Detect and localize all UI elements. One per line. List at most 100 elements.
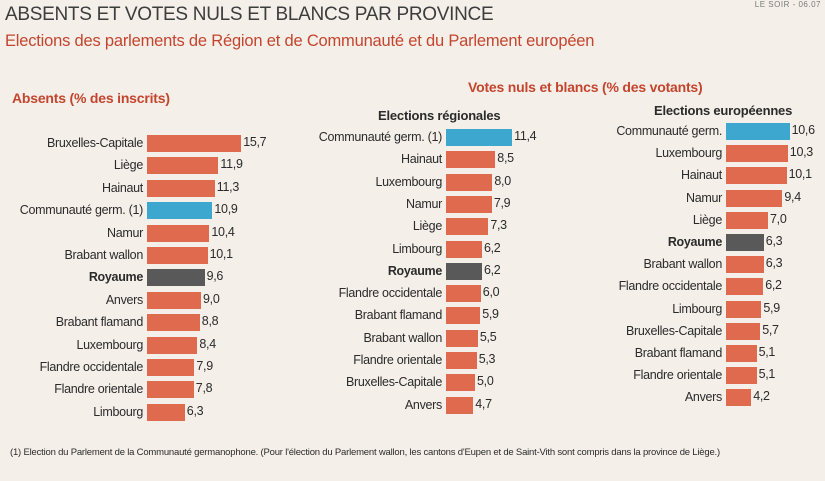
votes-heading: Votes nuls et blancs (% des votants) [468, 79, 703, 95]
value-label: 6,3 [186, 404, 204, 418]
bar [726, 145, 788, 162]
category-label: Namur [106, 226, 143, 240]
value-label: 5,3 [478, 352, 496, 366]
bar-row: Communauté germ. (1) 10,9 [0, 200, 238, 222]
category-label: Hainaut [102, 181, 143, 195]
bar-row: Namur 7,9 [296, 194, 536, 216]
value-label: 10,3 [789, 145, 813, 159]
category-label: Bruxelles-Capitale [46, 136, 143, 150]
bar-row: Flandre occidentale 6,0 [296, 283, 536, 305]
category-label: Brabant wallon [643, 257, 723, 271]
value-label: 7,8 [195, 381, 213, 395]
bar-row: Communauté germ. (1) 11,4 [296, 127, 537, 149]
value-label: 6,2 [765, 278, 782, 292]
value-label: 10,9 [214, 202, 238, 216]
bar-row: Royaume 9,6 [0, 267, 237, 289]
category-label: Limbourg [392, 242, 442, 256]
value-label: 5,1 [758, 345, 776, 359]
absents-heading: Absents (% des inscrits) [12, 90, 170, 106]
bar [147, 269, 205, 286]
bar-row: Brabant flamand 5,9 [296, 305, 536, 327]
bar-row: Brabant wallon 10,1 [0, 245, 237, 267]
category-label: Royaume [387, 264, 442, 278]
value-label: 10,1 [209, 247, 233, 261]
bar [446, 307, 481, 324]
category-label: Hainaut [401, 152, 442, 166]
bar-row: Flandre orientale 5,3 [296, 350, 536, 372]
bar-row: Limbourg 6,2 [296, 239, 536, 261]
bar [726, 256, 764, 273]
source-stamp: LE SOIR - 06.07 [754, 0, 821, 9]
category-label: Royaume [667, 235, 722, 249]
category-label: Brabant wallon [363, 331, 443, 345]
value-label: 9,0 [203, 292, 220, 306]
bar [446, 397, 474, 414]
category-label: Luxembourg [655, 146, 723, 160]
bar-row: Flandre orientale 7,8 [0, 379, 237, 401]
bar-row: Brabant wallon 6,3 [586, 254, 816, 276]
bar [147, 247, 208, 264]
bar [446, 285, 481, 302]
value-label: 6,2 [483, 263, 501, 277]
category-label: Anvers [105, 293, 143, 307]
bar [147, 157, 219, 174]
bar-row: Liège 7,0 [586, 210, 816, 232]
bar [147, 202, 213, 219]
bar-row: Liège 7,3 [296, 216, 536, 238]
chart-subtitle: Elections des parlements de Région et de… [5, 32, 595, 50]
bar-row: Luxembourg 8,0 [296, 172, 536, 194]
bar-row: Royaume 6,2 [296, 261, 536, 283]
value-label: 7,9 [493, 196, 511, 210]
bar [726, 234, 764, 251]
bar [147, 135, 242, 152]
bar [726, 389, 752, 406]
category-label: Bruxelles-Capitale [625, 324, 722, 338]
category-label: Brabant wallon [64, 248, 144, 262]
bar-row: Hainaut 11,3 [0, 178, 240, 200]
value-label: 7,3 [490, 218, 507, 232]
category-label: Royaume [88, 270, 143, 284]
bar [446, 196, 492, 213]
bar-row: Brabant wallon 5,5 [296, 328, 536, 350]
bar-row: Limbourg 6,3 [0, 402, 237, 424]
bar-row: Brabant flamand 8,8 [0, 312, 237, 334]
bar [726, 345, 757, 362]
value-label: 11,3 [216, 180, 240, 194]
category-label: Communauté germ. [616, 124, 722, 138]
value-label: 15,7 [243, 135, 267, 149]
bar [446, 330, 478, 347]
value-label: 7,0 [770, 212, 787, 226]
category-label: Flandre orientale [633, 368, 722, 382]
bar [147, 404, 185, 421]
value-label: 11,9 [220, 157, 243, 171]
value-label: 10,6 [791, 123, 815, 137]
category-label: Flandre orientale [54, 382, 143, 396]
bar [446, 374, 475, 391]
value-label: 4,2 [753, 389, 770, 403]
category-label: Anvers [404, 398, 442, 412]
bar-row: Namur 10,4 [0, 223, 237, 245]
value-label: 10,4 [211, 225, 235, 239]
category-label: Bruxelles-Capitale [345, 375, 442, 389]
bar-row: Limbourg 5,9 [586, 299, 816, 321]
bar [726, 367, 757, 384]
bar [446, 218, 489, 235]
category-label: Namur [405, 197, 442, 211]
bar-row: Liège 11,9 [0, 155, 243, 177]
value-label: 7,9 [196, 359, 213, 373]
bar-row: Flandre occidentale 7,9 [0, 357, 237, 379]
bar-row: Hainaut 8,5 [296, 149, 536, 171]
chart-title: ABSENTS ET VOTES NULS ET BLANCS PAR PROV… [5, 4, 494, 25]
europeennes-heading: Elections européennes [654, 103, 793, 118]
category-label: Brabant flamand [354, 308, 443, 322]
value-label: 6,0 [482, 285, 500, 299]
bar [147, 180, 215, 197]
category-label: Namur [685, 191, 722, 205]
category-label: Liège [412, 219, 442, 233]
bar [726, 278, 764, 295]
value-label: 9,4 [784, 190, 801, 204]
bar-row: Flandre orientale 5,1 [586, 365, 816, 387]
category-label: Liège [113, 158, 143, 172]
category-label: Anvers [684, 390, 722, 404]
value-label: 5,5 [479, 330, 497, 344]
